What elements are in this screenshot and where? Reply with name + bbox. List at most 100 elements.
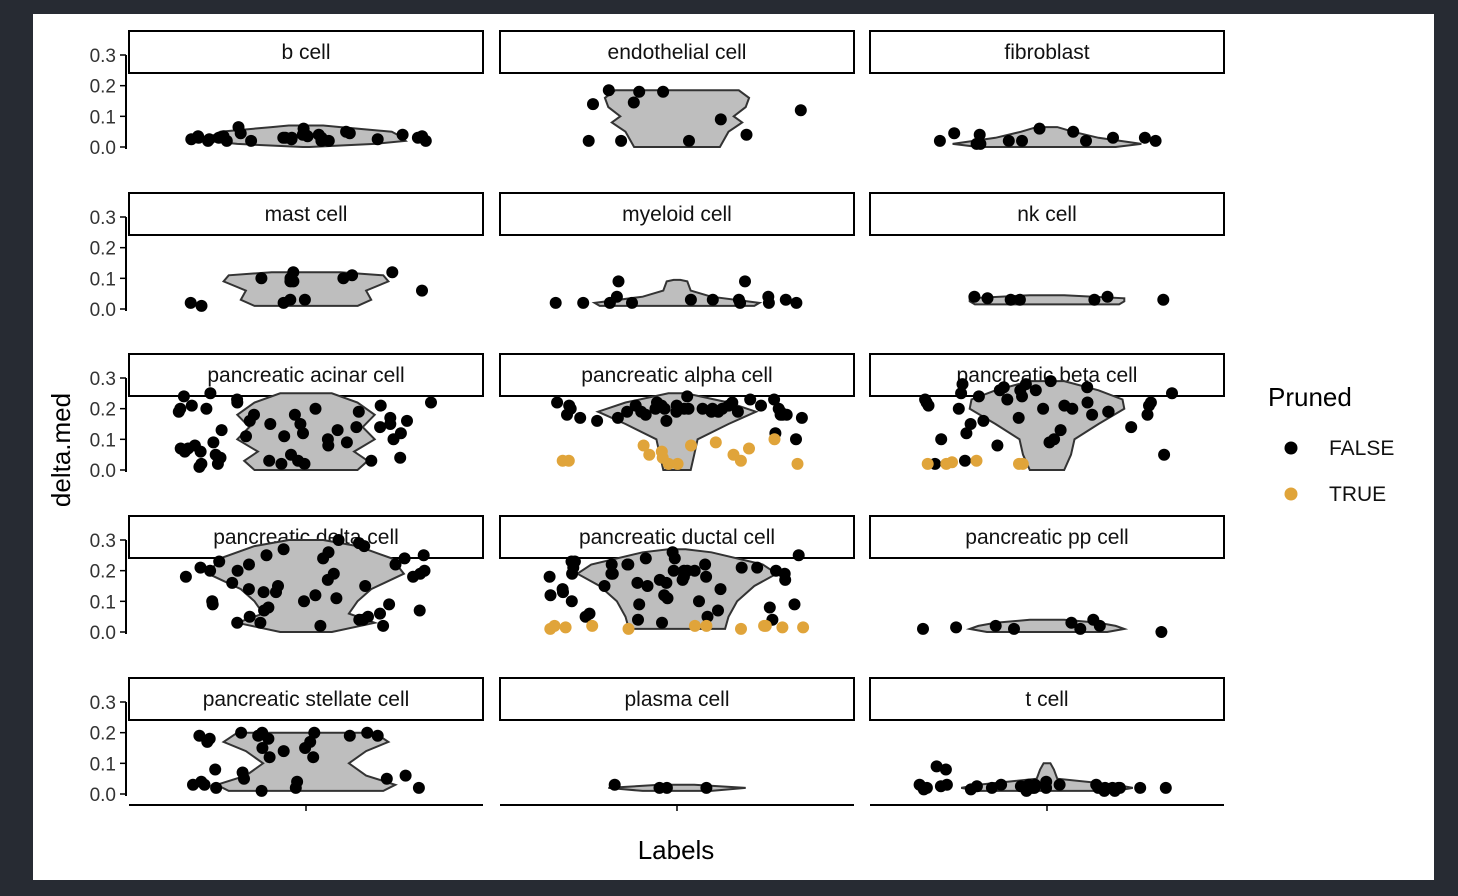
y-tick-label: 0.1: [90, 269, 116, 290]
data-point-false: [712, 604, 724, 617]
data-point-false: [1037, 402, 1050, 415]
data-point-false: [934, 780, 947, 793]
data-point-false: [337, 272, 350, 285]
y-tick-label: 0.2: [90, 724, 116, 745]
data-point-true: [776, 621, 789, 634]
data-point-false: [362, 610, 374, 623]
facet-mast-cell: mast cell 0.0 0.1 0.2 0.3: [90, 192, 484, 321]
data-point-false: [304, 735, 317, 748]
data-point-false: [615, 134, 628, 147]
data-point-false: [1081, 396, 1094, 409]
data-point-false: [399, 769, 412, 782]
data-point-false: [933, 134, 946, 147]
data-point-false: [561, 408, 573, 421]
data-point-true: [643, 448, 656, 461]
y-tick-label: 0.0: [90, 623, 116, 644]
data-point-false: [611, 411, 624, 424]
data-point-false: [374, 421, 387, 434]
data-point-false: [1002, 134, 1015, 147]
data-point-false: [291, 775, 304, 788]
data-point-false: [413, 604, 426, 617]
facet-strip: [128, 192, 484, 236]
data-point-false: [359, 580, 372, 592]
violin-shape: [968, 380, 1126, 471]
data-point-false: [174, 442, 187, 455]
data-point-false: [731, 405, 744, 418]
data-point-false: [374, 607, 386, 620]
data-point-false: [565, 595, 578, 608]
data-point-false: [657, 85, 670, 98]
data-point-false: [407, 570, 420, 583]
data-point-false: [252, 729, 265, 742]
facet-strip: [499, 30, 855, 74]
facet-strip-label: pancreatic beta cell: [957, 364, 1138, 387]
data-point-false: [317, 552, 330, 565]
y-tick-label: 0.1: [90, 430, 116, 451]
data-point-false: [226, 576, 239, 589]
data-point-false: [631, 576, 644, 589]
data-point-false: [649, 402, 662, 415]
facet-strip: [869, 30, 1225, 74]
data-point-false: [298, 457, 311, 470]
data-point-false: [794, 104, 807, 117]
data-point-false: [1143, 399, 1155, 412]
data-point-false: [939, 763, 952, 776]
data-point-false: [1086, 408, 1099, 421]
data-point-false: [977, 414, 990, 427]
data-point-false: [352, 405, 365, 418]
facet-nk-cell: nk cell: [869, 192, 1225, 306]
data-point-false: [194, 445, 207, 458]
data-point-false: [374, 399, 387, 412]
data-point-true: [556, 454, 569, 467]
data-point-true: [921, 457, 934, 470]
data-point-false: [418, 564, 431, 577]
facet-strip-label: endothelial cell: [608, 41, 747, 64]
data-point-false: [214, 451, 227, 464]
data-point-false: [1138, 131, 1151, 144]
data-point-false: [245, 134, 258, 147]
data-point-false: [633, 85, 646, 98]
data-point-false: [389, 558, 402, 571]
data-point-false: [1134, 781, 1147, 794]
data-point-false: [380, 772, 393, 785]
data-point-false: [401, 414, 413, 427]
data-point-false: [788, 598, 801, 611]
data-point-false: [206, 595, 219, 608]
data-point-false: [314, 619, 327, 632]
data-point-false: [985, 781, 998, 794]
data-point-false: [574, 411, 587, 424]
data-point-false: [1093, 619, 1106, 632]
data-point-false: [272, 580, 284, 592]
data-point-false: [776, 408, 789, 421]
data-point-false: [278, 430, 291, 443]
data-point-false: [201, 735, 214, 748]
data-point-false: [209, 763, 222, 776]
data-point-false: [917, 622, 929, 635]
data-point-false: [591, 414, 604, 427]
data-point-false: [194, 561, 207, 574]
facet-endothelial-cell: endothelial cell: [499, 30, 855, 148]
facet-pancreatic-pp-cell: pancreatic pp cell: [869, 515, 1225, 638]
data-point-false: [598, 580, 611, 592]
data-point-false: [361, 726, 374, 739]
data-point-false: [762, 296, 775, 309]
data-point-false: [763, 601, 776, 614]
data-point-false: [656, 616, 668, 629]
data-point-false: [1043, 436, 1056, 449]
data-point-false: [960, 427, 973, 440]
data-point-false: [693, 595, 705, 608]
y-tick-label: 0.3: [90, 693, 116, 714]
data-point-false: [312, 128, 325, 141]
data-point-false: [260, 549, 273, 562]
data-point-true: [671, 457, 684, 470]
data-point-false: [544, 589, 557, 602]
data-point-false: [275, 457, 288, 470]
data-point-false: [991, 439, 1004, 452]
data-point-false: [714, 583, 727, 596]
facet-pancreatic-alpha-cell: pancreatic alpha cell: [499, 353, 855, 471]
violin-shape: [608, 783, 746, 792]
data-point-false: [681, 390, 694, 403]
facet-strip-label: pancreatic pp cell: [965, 526, 1128, 549]
legend-label-false: FALSE: [1329, 437, 1394, 460]
data-point-false: [734, 296, 747, 309]
